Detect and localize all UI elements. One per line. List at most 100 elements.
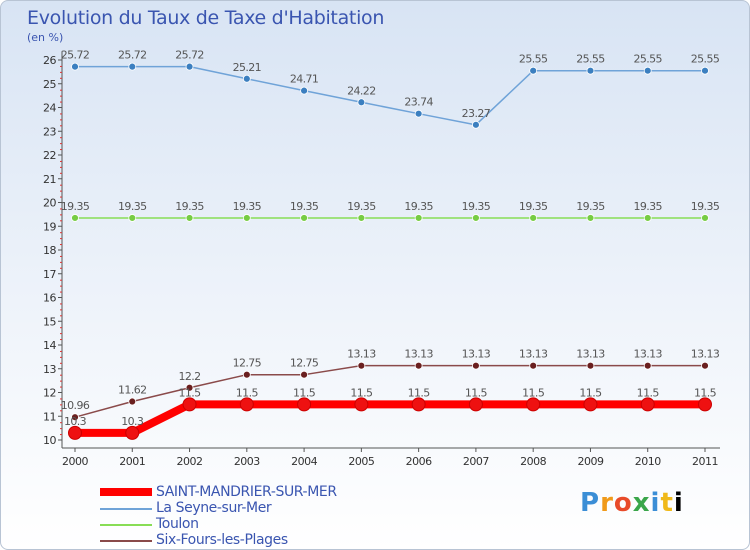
y-tick-label: 26 [43,54,56,67]
legend: SAINT-MANDRIER-SUR-MER La Seyne-sur-Mer … [100,484,400,548]
data-point [300,370,308,379]
x-tick-label: 2011 [692,455,718,468]
data-label: 25.72 [175,49,204,62]
data-label: 12.75 [290,357,319,370]
series-line [71,400,709,437]
x-tick-label: 2000 [62,455,88,468]
y-minor-tick [60,356,62,358]
data-point [357,98,366,107]
x-tick-label: 2003 [234,455,260,468]
y-minor-tick [60,113,62,115]
data-point [125,425,140,440]
x-tick-label: 2002 [177,455,203,468]
data-label: 25.55 [633,53,662,66]
y-minor-tick [60,410,62,412]
legend-swatch-six-fours [100,540,152,542]
y-tick-label: 11 [43,410,56,423]
data-label: 25.55 [519,53,548,66]
data-label: 11.5 [408,386,431,399]
data-label: 19.35 [290,200,319,213]
data-label: 24.22 [347,84,376,97]
y-minor-tick [60,77,62,79]
y-minor-tick [60,196,62,198]
y-minor-tick [60,374,62,376]
proxiti-logo: Proxiti [580,488,684,518]
legend-item-la-seyne: La Seyne-sur-Mer [100,500,400,516]
data-label: 23.74 [404,96,433,109]
y-minor-tick [60,137,62,139]
x-tick-label: 2005 [348,455,374,468]
data-point [185,214,194,222]
data-label: 11.5 [694,386,717,399]
data-label: 11.5 [637,386,660,399]
data-point [701,66,709,75]
y-minor-tick [60,404,62,406]
y-minor-tick [60,380,62,382]
x-tick-label: 2004 [291,455,317,468]
data-point [242,370,251,379]
data-label: 11.5 [350,386,373,399]
data-label: 12.75 [233,357,262,370]
y-minor-tick [60,279,62,281]
data-point [472,120,480,129]
data-label: 13.13 [462,348,491,361]
data-point [529,361,538,370]
logo-letter: i [650,488,661,518]
data-point [71,413,79,422]
y-tick-label: 23 [43,125,56,138]
y-minor-tick [60,291,62,293]
data-label: 19.35 [633,200,662,213]
x-tick-label: 2007 [463,455,489,468]
y-tick-label: 15 [43,315,56,328]
data-label: 19.35 [118,200,147,213]
data-label: 12.2 [178,370,200,383]
data-point [182,397,197,412]
unit-label: (en %) [27,31,64,44]
y-minor-tick [60,190,62,192]
data-point [300,214,308,222]
data-point [128,214,137,222]
y-minor-tick [60,214,62,216]
data-label: 11.62 [118,384,147,397]
series-line [74,65,706,126]
data-point [68,425,82,440]
y-minor-tick [60,101,62,103]
data-label: 11.5 [236,386,259,399]
data-labels: 10.3 10.3 11.5 11.5 11.5 11.5 11.5 11.5 11.5 11.5… [61,49,721,428]
y-minor-tick [60,160,62,162]
y-minor-tick [60,315,62,317]
data-label: 10.3 [64,415,87,428]
legend-label-six-fours: Six-Fours-les-Plages [156,532,288,548]
y-minor-tick [60,244,62,246]
y-minor-tick [60,309,62,311]
data-label: 25.72 [118,49,147,62]
data-point [640,397,655,412]
x-tick-label: 2009 [577,455,603,468]
data-point [414,109,423,118]
data-label: 13.13 [576,348,605,361]
y-minor-tick [60,89,62,91]
data-point [297,397,312,412]
legend-label-saint-mandrier: SAINT-MANDRIER-SUR-MER [156,484,337,500]
y-tick-label: 10 [43,434,56,447]
x-tick-label: 2001 [119,455,145,468]
y-tick-label: 22 [43,149,56,162]
data-point [583,397,598,412]
legend-item-saint-mandrier: SAINT-MANDRIER-SUR-MER [100,484,400,500]
y-minor-tick [60,149,62,151]
data-label: 19.35 [61,200,90,213]
data-point [643,66,652,75]
y-tick-label: 21 [43,173,56,186]
legend-swatch-la-seyne [100,508,152,510]
data-label: 19.35 [233,200,262,213]
data-point [643,214,652,222]
y-minor-tick [60,172,62,174]
data-point [526,397,541,412]
data-label: 25.55 [576,53,605,66]
y-minor-tick [60,350,62,352]
axes: 10 11 12 13 14 15 16 17 18 19 20 21 22 23 24 25 26 2000 20… [43,52,720,468]
y-minor-tick [60,327,62,329]
data-point [357,214,366,222]
